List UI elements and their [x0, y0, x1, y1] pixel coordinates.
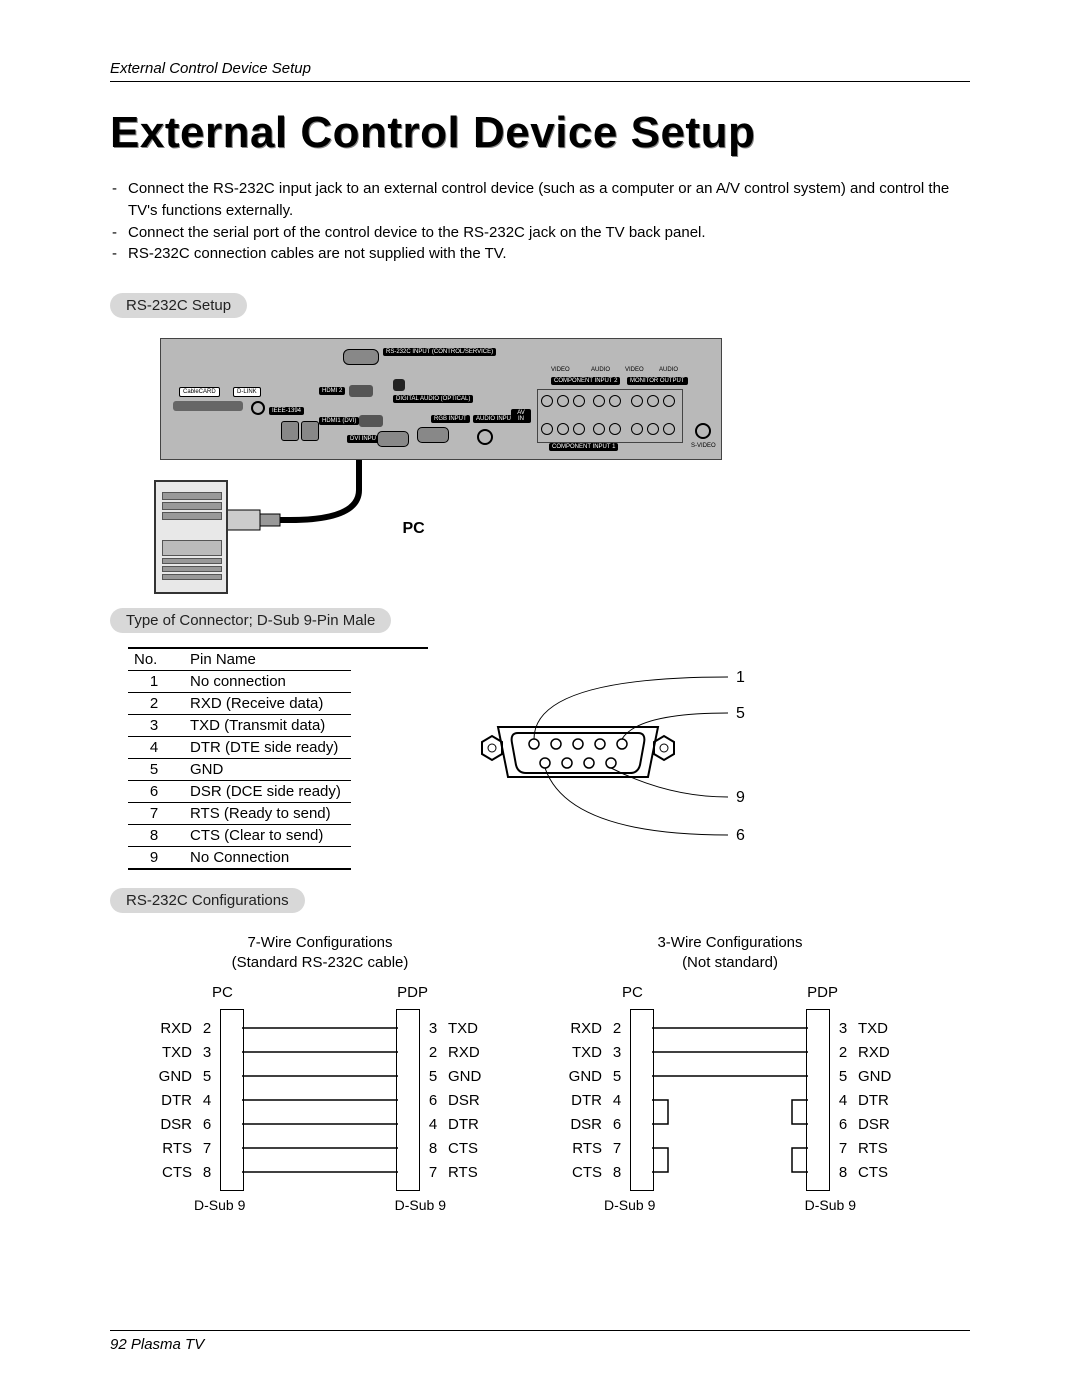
- rgb-label: RGB INPUT: [431, 415, 470, 423]
- cablecard-slot-icon: [173, 401, 243, 411]
- section-pill-connector: Type of Connector; D-Sub 9-Pin Male: [110, 608, 391, 633]
- rca-jack-icon: [609, 423, 621, 435]
- pin-table-row: 8CTS (Clear to send): [128, 825, 351, 847]
- pin-table-row: 4DTR (DTE side ready): [128, 737, 351, 759]
- rca-jack-icon: [593, 423, 605, 435]
- intro-bullets: Connect the RS-232C input jack to an ext…: [110, 178, 970, 265]
- pin-table-head-name: Pin Name: [184, 649, 351, 671]
- cfg3-foot-r: D-Sub 9: [805, 1197, 856, 1213]
- ieee1394-port-icon: [281, 421, 299, 441]
- rs232c-label: RS-232C INPUT (CONTROL/SERVICE): [383, 348, 496, 356]
- footer-rule: [110, 1330, 970, 1331]
- rca-jack-icon: [541, 423, 553, 435]
- cfg7-title-l1: 7-Wire Configurations: [247, 934, 392, 951]
- cfg3-head-right: PDP: [807, 984, 838, 1001]
- cfg7-title-l2: (Standard RS-232C cable): [232, 954, 409, 971]
- dsub-callout-9: 9: [736, 789, 745, 806]
- avin-label: AV IN: [511, 409, 531, 423]
- pin-table-head-no: No.: [128, 649, 184, 671]
- rca-jack-icon: [557, 423, 569, 435]
- rca-jack-icon: [573, 423, 585, 435]
- rca-jack-icon: [557, 395, 569, 407]
- rca-jack-icon: [663, 395, 675, 407]
- pin-table-row: 1No connection: [128, 671, 351, 693]
- audio-label: AUDIO: [591, 367, 610, 373]
- section-pill-setup: RS-232C Setup: [110, 293, 247, 318]
- hdmi2-port-icon: [349, 385, 373, 397]
- rgb-port-icon: [417, 427, 449, 443]
- dsub-callout-5: 5: [736, 705, 745, 722]
- svideo-port-icon: [695, 423, 711, 439]
- pin-table-row: 9No Connection: [128, 847, 351, 870]
- svideo-label: S-VIDEO: [691, 443, 716, 449]
- setup-illustration: RS-232C INPUT (CONTROL/SERVICE) CableCAR…: [160, 338, 970, 594]
- digaudio-label: DIGITAL AUDIO (OPTICAL): [393, 395, 473, 403]
- rca-jack-icon: [541, 395, 553, 407]
- manual-page: External Control Device Setup External C…: [0, 0, 1080, 1397]
- monitor-out-label: MONITOR OUTPUT: [627, 377, 688, 385]
- cablecard-label: CableCARD: [179, 387, 220, 397]
- rca-jack-icon: [593, 395, 605, 407]
- dsub9-connector-diagram: 1 5 9 6: [468, 647, 788, 857]
- intro-bullet: Connect the RS-232C input jack to an ext…: [110, 178, 970, 222]
- page-title: External Control Device Setup: [110, 108, 970, 158]
- rca-jack-icon: [647, 423, 659, 435]
- cfg7-foot-r: D-Sub 9: [395, 1197, 446, 1213]
- dsub-callout-6: 6: [736, 827, 745, 844]
- dvi-port-icon: [377, 431, 409, 447]
- cfg3-foot-l: D-Sub 9: [604, 1197, 655, 1213]
- rca-jack-icon: [663, 423, 675, 435]
- cfg3-head-left: PC: [622, 984, 643, 1001]
- section-pill-configs: RS-232C Configurations: [110, 888, 305, 913]
- intro-bullet: RS-232C connection cables are not suppli…: [110, 243, 970, 265]
- pin-table-row: 6DSR (DCE side ready): [128, 781, 351, 803]
- hdmi1-port-icon: [359, 415, 383, 427]
- connector-section: No. Pin Name 1No connection2RXD (Receive…: [110, 647, 970, 870]
- config-row: 7-Wire Configurations (Standard RS-232C …: [150, 933, 970, 1213]
- pin-table-wrap: No. Pin Name 1No connection2RXD (Receive…: [110, 647, 428, 870]
- dlink-label: D-LINK: [233, 387, 261, 397]
- pin-table-row: 3TXD (Transmit data): [128, 715, 351, 737]
- pc-tower-icon: [154, 480, 228, 594]
- pc-label: PC: [402, 520, 424, 538]
- cfg7-head-right: PDP: [397, 984, 428, 1001]
- rs232c-port-icon: [343, 349, 379, 365]
- comp1-label: COMPONENT INPUT 1: [549, 443, 618, 451]
- dsub-callout-1: 1: [736, 669, 745, 686]
- video-label-2: VIDEO: [625, 367, 644, 373]
- rca-jack-icon: [573, 395, 585, 407]
- rca-jack-icon: [647, 395, 659, 407]
- page-footer: 92 Plasma TV: [110, 1336, 204, 1353]
- pin-table-row: 5GND: [128, 759, 351, 781]
- config-3wire: 3-Wire Configurations (Not standard) PC …: [560, 933, 900, 1213]
- hdmi1-label: HDMI1 (DVI): [319, 417, 359, 425]
- rca-jack-icon: [631, 395, 643, 407]
- dlink-port-icon: [251, 401, 265, 415]
- pin-table: No. Pin Name 1No connection2RXD (Receive…: [128, 649, 351, 870]
- audio-label-2: AUDIO: [659, 367, 678, 373]
- tv-back-panel: RS-232C INPUT (CONTROL/SERVICE) CableCAR…: [160, 338, 722, 460]
- cfg3-title-l2: (Not standard): [682, 954, 778, 971]
- audio-jack-icon: [477, 429, 493, 445]
- running-head: External Control Device Setup: [110, 60, 970, 77]
- video-label: VIDEO: [551, 367, 570, 373]
- hdmi2-label: HDMI 2: [319, 387, 345, 395]
- top-rule: [110, 81, 970, 82]
- optical-port-icon: [393, 379, 405, 391]
- intro-bullet: Connect the serial port of the control d…: [110, 222, 970, 244]
- comp2-label: COMPONENT INPUT 2: [551, 377, 620, 385]
- config-7wire: 7-Wire Configurations (Standard RS-232C …: [150, 933, 490, 1213]
- rca-jack-icon: [631, 423, 643, 435]
- ieee1394-port-icon-2: [301, 421, 319, 441]
- cfg3-title-l1: 3-Wire Configurations: [657, 934, 802, 951]
- rca-jack-icon: [609, 395, 621, 407]
- pin-table-row: 7RTS (Ready to send): [128, 803, 351, 825]
- cfg7-foot-l: D-Sub 9: [194, 1197, 245, 1213]
- pin-table-row: 2RXD (Receive data): [128, 693, 351, 715]
- ieee1394-label: IEEE-1394: [269, 407, 304, 415]
- cfg7-head-left: PC: [212, 984, 233, 1001]
